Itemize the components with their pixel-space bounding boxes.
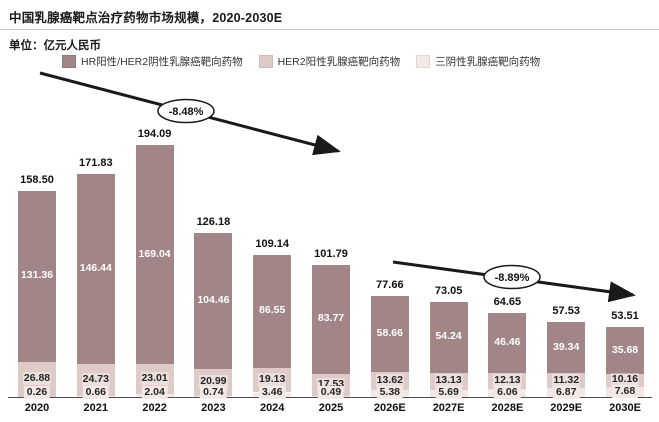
segment-value-label: 20.99 (199, 375, 228, 389)
segment-value-label: 6.06 (494, 386, 521, 399)
total-value-label: 171.83 (78, 156, 113, 169)
bar-segment (547, 373, 586, 389)
x-axis-label: 2026E (373, 402, 406, 414)
x-axis-label: 2021 (83, 402, 109, 414)
x-axis-label: 2030E (609, 402, 641, 414)
bar-segment (253, 255, 292, 368)
legend-swatch (416, 55, 431, 68)
legend-item: 三阴性乳腺癌靶向药物 (416, 54, 540, 69)
bar-segment (488, 312, 527, 374)
segment-value-label: 58.66 (376, 327, 403, 340)
total-value-label: 158.50 (20, 173, 54, 186)
total-value-label: 194.09 (137, 127, 172, 140)
bar-segment (429, 372, 468, 390)
segment-value-label: 169.04 (138, 247, 171, 260)
segment-value-label: 24.73 (81, 373, 110, 387)
legend-swatch (62, 55, 76, 68)
unit-label: 单位：亿元人民币 (9, 40, 101, 52)
total-value-label: 53.51 (611, 310, 639, 323)
bar-segment (547, 322, 586, 374)
segment-value-label: 86.55 (259, 304, 286, 317)
title-divider (0, 29, 659, 30)
x-axis-label: 2028E (491, 402, 524, 414)
legend-swatch (258, 55, 273, 68)
x-axis-label: 2020 (24, 402, 50, 414)
segment-value-label: 7.68 (611, 385, 639, 398)
segment-value-label: 5.69 (435, 386, 462, 399)
segment-value-label: 19.13 (258, 373, 287, 387)
segment-value-label: 46.46 (494, 336, 521, 349)
legend-label: HR阳性/HER2阴性乳腺癌靶向药物 (81, 56, 243, 68)
segment-value-label: 6.87 (552, 385, 580, 399)
legend-label: HER2阳性乳腺癌靶向药物 (277, 56, 401, 68)
bar-segment (370, 296, 409, 373)
legend: HR阳性/HER2阴性乳腺癌靶向药物 HER2阳性乳腺癌靶向药物 三阴性乳腺癌靶向药… (62, 54, 540, 69)
segment-value-label: 0.74 (200, 386, 227, 399)
x-axis-label: 2029E (550, 402, 583, 414)
segment-value-label: 104.46 (197, 293, 230, 306)
chart-title: 中国乳腺癌靶点治疗药物市场规模，2020-2030E (9, 11, 283, 25)
legend-item: HR阳性/HER2阴性乳腺癌靶向药物 (62, 54, 243, 69)
segment-value-label: 10.16 (610, 373, 640, 387)
bar-segment (488, 373, 527, 390)
total-value-label: 73.05 (434, 285, 463, 298)
bar-segment (18, 190, 56, 362)
bar-segment (429, 302, 468, 373)
segment-value-label: 26.88 (22, 372, 52, 386)
total-value-label: 77.66 (376, 279, 404, 292)
total-value-label: 64.65 (493, 295, 522, 308)
total-value-label: 57.53 (552, 305, 580, 318)
total-value-label: 126.18 (196, 215, 231, 228)
x-axis-label: 2024 (259, 402, 285, 414)
segment-value-label: 11.32 (552, 373, 581, 387)
segment-value-label: 13.62 (375, 374, 404, 388)
segment-value-label: 83.77 (317, 312, 345, 325)
legend-label: 三阴性乳腺癌靶向药物 (435, 56, 541, 68)
bar-segment (606, 373, 644, 387)
bar-segment (135, 144, 174, 365)
bar-segment (370, 372, 409, 390)
segment-value-label: 0.49 (317, 386, 345, 399)
x-axis-label: 2023 (201, 402, 226, 414)
segment-value-label: 131.36 (20, 269, 54, 282)
segment-value-label: 0.26 (23, 386, 51, 399)
segment-value-label: 23.01 (140, 372, 169, 386)
total-value-label: 101.79 (314, 247, 348, 260)
segment-value-label: 2.04 (141, 386, 168, 399)
segment-value-label: 13.13 (434, 374, 463, 388)
x-axis-label: 2027E (432, 402, 465, 414)
bar-segment (606, 327, 644, 374)
bar-segment (312, 264, 350, 374)
x-axis-label: 2022 (142, 402, 167, 414)
segment-value-label: 5.38 (376, 386, 404, 399)
bar-segment (76, 173, 115, 364)
total-value-label: 109.14 (255, 238, 290, 251)
segment-value-label: 39.34 (553, 340, 580, 353)
segment-value-label: 0.66 (82, 386, 110, 399)
segment-value-label: 54.24 (435, 330, 462, 343)
bar-segment (194, 232, 233, 369)
legend-item: HER2阳性乳腺癌靶向药物 (258, 54, 401, 69)
segment-value-label: 12.13 (493, 374, 522, 388)
segment-value-label: 146.44 (79, 261, 112, 274)
x-axis-label: 2025 (318, 402, 344, 414)
segment-value-label: 35.68 (611, 343, 639, 356)
segment-value-label: 3.46 (258, 386, 286, 399)
